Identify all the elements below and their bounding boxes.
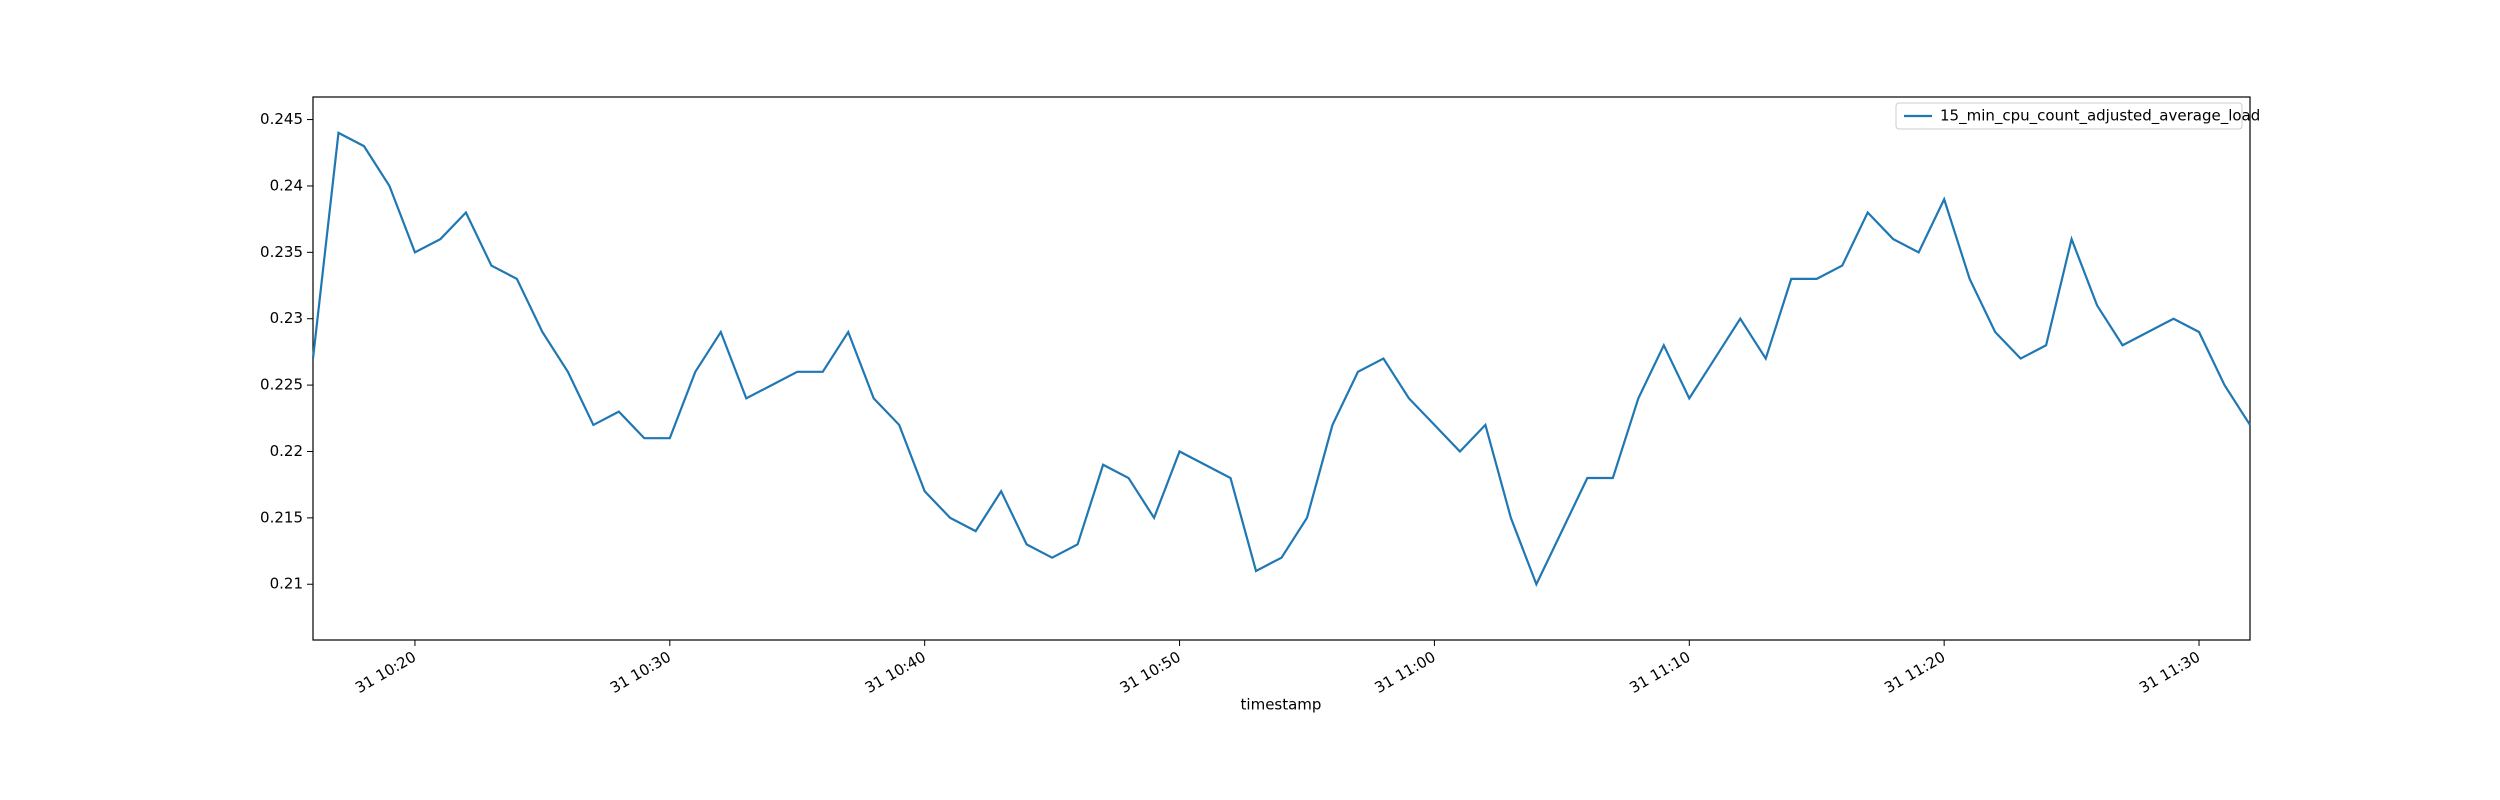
y-tick-label: 0.245 bbox=[260, 110, 303, 128]
data-line bbox=[311, 131, 2251, 588]
x-tick-label: 31 11:00 bbox=[1372, 648, 1439, 697]
y-tick-label: 0.22 bbox=[270, 442, 303, 460]
legend-label: 15_min_cpu_count_adjusted_average_load bbox=[1940, 107, 2260, 126]
y-tick-label: 0.215 bbox=[260, 508, 303, 526]
legend-box bbox=[1895, 102, 2243, 130]
plot-frame bbox=[312, 96, 2251, 641]
x-axis-label: timestamp bbox=[1241, 696, 1322, 714]
y-tick-label: 0.24 bbox=[270, 176, 303, 194]
y-tick-label: 0.23 bbox=[270, 309, 303, 327]
x-tick-label: 31 10:40 bbox=[862, 648, 929, 697]
y-tick-label: 0.235 bbox=[260, 243, 303, 261]
x-tick-label: 31 11:10 bbox=[1626, 648, 1693, 697]
y-tick-label: 0.225 bbox=[260, 376, 303, 394]
x-tick-label: 31 11:30 bbox=[2136, 648, 2203, 697]
x-tick-label: 31 10:20 bbox=[352, 648, 419, 697]
x-tick-label: 31 10:30 bbox=[607, 648, 674, 697]
x-tick-label: 31 11:20 bbox=[1881, 648, 1948, 697]
y-tick-label: 0.21 bbox=[270, 575, 303, 593]
x-tick-label: 31 10:50 bbox=[1117, 648, 1184, 697]
